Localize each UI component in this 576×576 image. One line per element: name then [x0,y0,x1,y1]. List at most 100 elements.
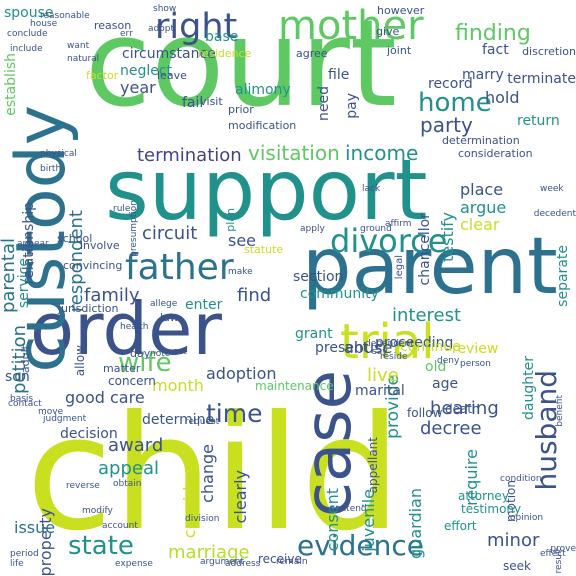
word-121: give [376,25,400,38]
word-58: consent [323,488,342,552]
word-141: reside [380,352,408,362]
word-129: conclude [7,29,48,39]
word-82: grant [295,326,333,342]
word-21: visitation [248,141,340,165]
word-92: age [432,376,459,392]
word-147: judgment [43,414,87,424]
word-26: family [84,285,140,306]
word-177: division [185,514,220,524]
word-84: continue [400,339,461,355]
word-73: terminate [507,71,576,87]
word-59: determine [142,412,215,428]
word-158: obtain [113,479,142,489]
word-51: clear [460,215,500,234]
word-150: benefit [555,395,565,427]
word-46: abuse [344,338,393,357]
word-171: lack [362,184,381,194]
word-137: apply [300,224,325,234]
word-173: health [120,322,149,332]
word-17: time [206,399,263,428]
word-40: good [65,388,105,407]
word-182: make [228,267,253,277]
word-28: hearing [430,398,499,419]
word-18: finding [455,21,531,46]
word-49: place [460,180,504,199]
word-130: include [10,44,43,54]
word-56: guardian [406,488,425,559]
word-140: dependent [365,339,414,349]
word-4: order [30,287,222,371]
word-138: ground [360,224,392,234]
word-98: effort [444,519,477,533]
word-22: termination [137,145,242,166]
word-45: testify [438,212,457,262]
word-19: income [345,141,419,165]
word-89: section [293,269,344,285]
word-37: live [367,365,399,386]
word-139: legal [394,255,405,280]
word-132: natural [67,54,100,64]
word-10: father [125,247,234,288]
word-91: old [425,359,447,375]
word-97: testimony [461,502,522,516]
word-35: find [237,285,272,306]
word-39: care [110,388,145,407]
word-166: show [153,4,177,14]
word-87: present [315,340,369,356]
word-36: circuit [142,223,198,244]
word-13: husband [530,370,563,491]
word-113: day [130,347,151,360]
word-3: parent [302,222,558,312]
word-54: consider [180,470,199,539]
word-33: interest [392,305,462,326]
word-31: minor [487,530,540,551]
word-152: modify [82,506,113,516]
word-48: hold [485,88,520,107]
word-14: wife [118,348,172,378]
word-106: plan [224,208,237,232]
word-77: alimony [235,82,291,98]
word-38: year [120,78,156,97]
word-75: record [428,76,473,92]
word-85: review [452,341,499,357]
word-62: separate [555,245,571,307]
word-66: establish [3,53,19,116]
word-29: award [108,435,164,456]
word-7: trial [340,314,435,370]
word-57: juvenile [359,489,378,552]
word-2: support [105,141,428,239]
word-112: matter [103,362,141,375]
word-179: house [30,19,58,29]
word-0: child [26,382,402,566]
word-161: decedent [533,209,576,219]
word-151: account [102,521,138,531]
word-8: mother [278,3,424,49]
word-15: home [418,88,492,118]
word-124: discretion [522,45,576,58]
word-70: base [205,29,239,45]
word-68: circumstance [122,46,216,62]
word-96: attorney [458,489,509,503]
word-53: clearly [231,470,250,524]
word-108: school [57,232,93,245]
word-160: condition [500,474,542,484]
word-181: effect [540,549,566,559]
word-135: rule [113,204,131,214]
word-156: life [10,559,24,569]
word-165: prove [550,544,576,554]
word-86: marital [355,383,405,399]
word-101: allow [73,345,87,377]
word-110: jurisdiction [58,302,119,315]
word-134: birth [40,164,62,174]
word-133: physical [40,149,77,159]
word-27: marriage [168,542,250,563]
word-168: err [120,29,133,39]
word-155: period [10,549,39,559]
word-44: adoption [206,364,277,383]
word-16: state [68,531,134,561]
word-115: leave [157,69,187,82]
word-117: prior [228,103,254,116]
word-78: file [328,67,350,83]
word-79: need [316,86,332,121]
